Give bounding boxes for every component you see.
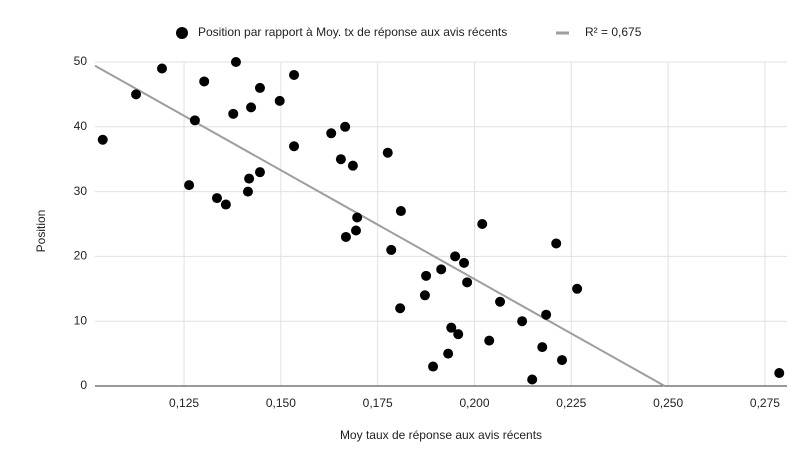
point: [340, 231, 351, 242]
point: [395, 303, 406, 314]
point: [484, 335, 495, 346]
point: [537, 342, 548, 353]
point: [189, 115, 200, 126]
point: [230, 57, 241, 67]
point: [220, 199, 231, 210]
point: [386, 244, 397, 255]
y-tick-label: 10: [74, 313, 88, 327]
y-tick-label: 30: [74, 184, 88, 198]
point: [428, 361, 439, 372]
point: [244, 173, 255, 184]
point: [462, 277, 473, 288]
point: [228, 108, 239, 119]
point: [347, 160, 358, 171]
point: [156, 63, 167, 74]
point: [527, 374, 538, 385]
point: [131, 89, 142, 100]
point: [254, 82, 265, 93]
point: [352, 212, 363, 223]
trendline: [94, 64, 666, 387]
x-tick-label: 0,150: [266, 396, 296, 410]
point: [419, 290, 430, 301]
point: [382, 147, 393, 158]
legend-marker: [176, 27, 188, 39]
x-tick-label: 0,275: [750, 396, 780, 410]
x-tick-label: 0,250: [653, 396, 683, 410]
point: [446, 322, 457, 333]
point: [326, 128, 337, 139]
point: [551, 238, 562, 249]
point: [774, 368, 785, 379]
x-tick-label: 0,200: [459, 396, 489, 410]
point: [246, 102, 257, 113]
point: [572, 283, 583, 294]
point: [184, 180, 195, 191]
point: [199, 76, 210, 87]
legend-label: Position par rapport à Moy. tx de répons…: [198, 25, 507, 39]
x-tick-label: 0,125: [169, 396, 199, 410]
point: [477, 219, 488, 229]
point: [242, 186, 253, 197]
y-tick-label: 20: [74, 249, 88, 263]
point: [351, 225, 362, 236]
point: [443, 348, 454, 359]
x-tick-label: 0,225: [556, 396, 586, 410]
point: [254, 167, 265, 178]
point: [436, 264, 447, 275]
point: [97, 134, 108, 145]
point: [557, 355, 568, 366]
point: [450, 251, 461, 262]
point: [421, 270, 432, 281]
x-tick-label: 0,175: [363, 396, 393, 410]
point: [517, 316, 528, 327]
point: [541, 309, 552, 320]
legend-label: R² = 0,675: [585, 25, 642, 39]
y-tick-label: 0: [80, 378, 87, 392]
point: [459, 257, 470, 268]
x-axis-title: Moy taux de réponse aux avis récents: [340, 428, 542, 442]
point: [289, 141, 300, 152]
y-tick-label: 40: [74, 119, 88, 133]
point: [211, 193, 222, 204]
point: [335, 154, 346, 165]
point: [289, 69, 300, 80]
y-tick-label: 50: [74, 54, 88, 68]
y-axis-title: Position: [34, 210, 48, 253]
point: [495, 296, 506, 307]
point: [395, 206, 406, 217]
point: [453, 329, 464, 340]
point: [274, 95, 285, 106]
point: [340, 121, 351, 132]
